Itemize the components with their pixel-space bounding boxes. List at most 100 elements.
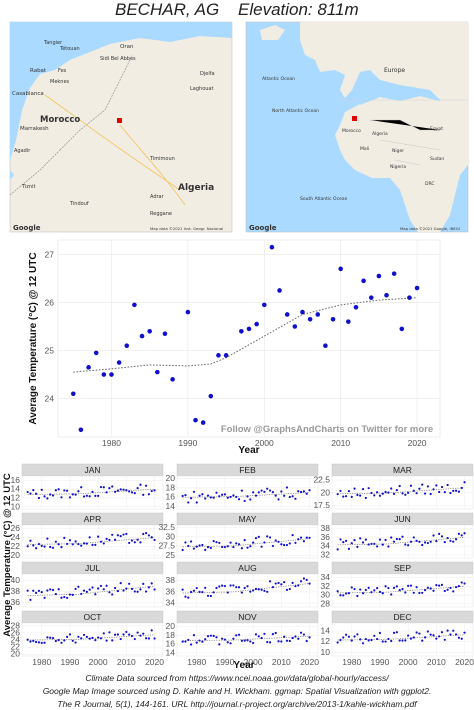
panel-y-tick-label: 36 xyxy=(11,597,21,607)
map-label-fes: Fes xyxy=(58,68,67,74)
panel-data-point xyxy=(46,636,49,639)
panel-data-point xyxy=(80,486,83,489)
panel-data-point xyxy=(125,489,128,492)
panel-data-point xyxy=(432,488,435,491)
panel-data-point xyxy=(438,635,441,638)
panel-data-point xyxy=(356,633,359,636)
panel-data-point xyxy=(37,496,41,500)
panel-data-point xyxy=(40,488,43,491)
panel-data-point xyxy=(384,585,387,588)
panel-y-tick-label: 12 xyxy=(11,493,21,503)
panel-data-point xyxy=(82,633,86,637)
continent-map[interactable]: Atlantic Ocean North Atlantic Ocean Euro… xyxy=(245,21,469,233)
panel-data-point xyxy=(423,589,427,592)
panel-data-point xyxy=(454,538,458,541)
panel-data-point xyxy=(449,491,452,495)
regional-map[interactable]: Tangier Tétouan Oran Fes Rabat Casablanc… xyxy=(9,21,233,233)
panel-data-point xyxy=(223,584,227,588)
panel-data-point xyxy=(99,637,103,640)
panel-data-point xyxy=(299,580,303,583)
panel-data-point xyxy=(215,636,218,639)
panel-data-point xyxy=(77,490,80,493)
panel-data-point xyxy=(283,494,286,497)
panel-y-tick-label: 26 xyxy=(11,523,21,533)
panel-data-point xyxy=(254,537,258,540)
panel-data-point xyxy=(113,538,117,541)
panel-plot-area xyxy=(176,475,319,510)
panel-trend-line xyxy=(337,487,465,495)
panel-data-point xyxy=(364,588,367,592)
panel-data-point xyxy=(412,591,415,594)
panel-data-point xyxy=(421,483,424,486)
panel-strip-label: JUL xyxy=(85,563,100,573)
panel-data-point xyxy=(111,533,114,536)
panel-data-point xyxy=(350,586,353,589)
panel-data-point xyxy=(361,541,365,544)
panel-data-point xyxy=(421,591,424,594)
panel-data-point xyxy=(252,491,255,494)
panel-x-tick-label: 1990 xyxy=(60,657,79,667)
panel-data-point xyxy=(364,637,367,641)
annual-temperature-chart: 1980 1990 2000 2010 2020 24 25 26 27 Average Tem… xyxy=(28,239,441,456)
panel-y-tick-label: 28 xyxy=(11,620,21,630)
panel-data-point xyxy=(237,586,241,589)
panel-data-point xyxy=(195,501,198,504)
panel-data-point xyxy=(26,589,29,592)
panel-data-point xyxy=(404,639,407,642)
panel-data-point xyxy=(240,489,243,492)
panel-data-point xyxy=(387,545,390,548)
panel-data-point xyxy=(243,538,246,542)
panel-data-point xyxy=(305,578,308,582)
panel-data-point xyxy=(218,495,221,498)
map-label-niger: Niger xyxy=(392,148,404,154)
panel-data-point xyxy=(378,538,382,541)
map-label-agadir: Agadir xyxy=(14,148,31,154)
main-data-point xyxy=(139,333,145,339)
panel-data-point xyxy=(54,540,57,543)
panel-data-point xyxy=(46,589,49,592)
panel-data-point xyxy=(184,595,187,598)
panel-data-point xyxy=(68,539,72,542)
month-panel-mar: MAR 17.5 20 22.5 xyxy=(313,463,474,510)
panel-data-point xyxy=(80,544,83,547)
panel-data-point xyxy=(342,636,345,639)
station-title: BECHAR, AG xyxy=(115,0,219,19)
panel-data-point xyxy=(435,637,438,640)
panel-trend-line xyxy=(27,488,155,495)
panel-data-point xyxy=(271,633,274,636)
panel-data-point xyxy=(229,584,232,587)
panel-data-point xyxy=(370,638,373,642)
panel-y-tick-label: 28 xyxy=(321,598,331,608)
panel-data-point xyxy=(452,629,455,632)
panel-data-point xyxy=(347,489,351,493)
panel-data-point xyxy=(356,493,359,497)
panel-data-point xyxy=(136,486,139,490)
panel-data-point xyxy=(463,532,466,535)
main-x-tick-label: 1980 xyxy=(102,438,121,448)
panel-data-point xyxy=(116,633,119,636)
panel-data-point xyxy=(88,637,91,640)
panel-y-tick-label: 38 xyxy=(166,575,176,585)
panel-data-point xyxy=(139,634,142,637)
panel-data-point xyxy=(339,638,342,642)
panel-data-point xyxy=(209,496,212,499)
panel-data-point xyxy=(66,542,69,546)
panel-data-point xyxy=(457,532,460,535)
panel-data-point xyxy=(111,639,114,642)
panel-data-point xyxy=(347,547,351,550)
panel-data-point xyxy=(443,589,446,593)
panel-data-point xyxy=(429,540,432,543)
panel-data-point xyxy=(128,582,131,585)
panel-data-point xyxy=(376,545,379,548)
panel-data-point xyxy=(274,631,277,635)
panel-data-point xyxy=(102,588,105,591)
panel-data-point xyxy=(367,543,370,546)
panel-strip-label: MAR xyxy=(393,465,412,475)
main-data-point xyxy=(292,324,298,329)
panel-data-point xyxy=(285,588,289,591)
main-data-point xyxy=(261,302,267,308)
panel-data-point xyxy=(215,541,218,544)
panel-y-tick-label: 22 xyxy=(11,541,21,551)
